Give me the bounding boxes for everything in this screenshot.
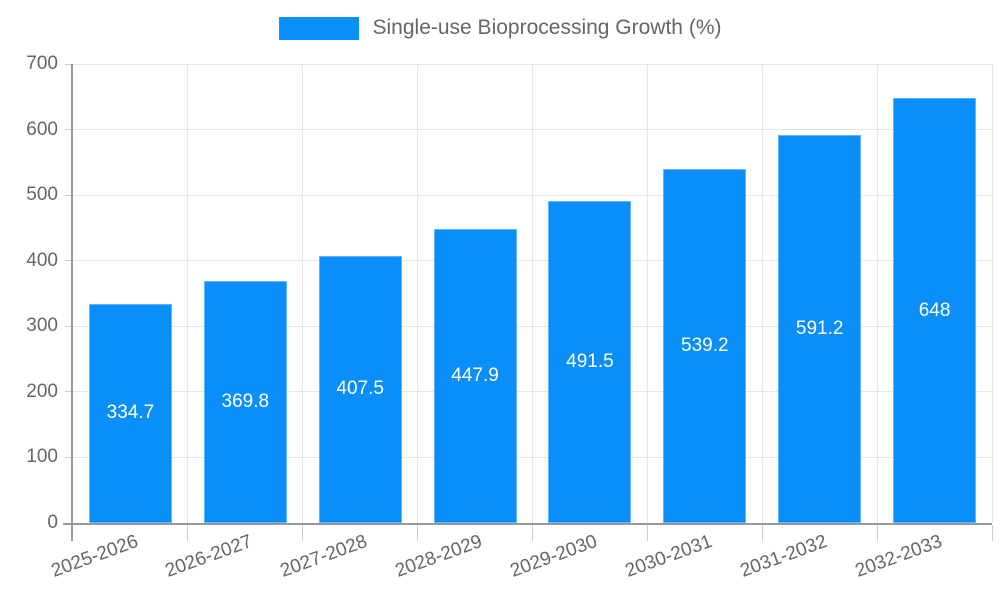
x-tick [302,525,304,541]
bar [318,255,402,523]
x-tick [646,525,648,541]
bar [433,229,517,523]
y-tick-label: 0 [47,512,58,533]
x-gridline [761,64,763,523]
x-gridline [991,64,993,523]
bar-value-label: 407.5 [336,378,384,400]
x-tick-label-text: 2026-2027 [162,531,256,582]
y-tick-label: 500 [26,184,58,206]
bar-value-label: 648 [918,299,951,321]
bar-value-label: 334.7 [106,402,155,424]
legend-label[interactable]: Single-use Bioprocessing Growth (%) [372,16,722,39]
x-axis-line [63,523,992,525]
x-tick [876,525,878,541]
x-tick-label-text: 2028-2029 [392,531,486,582]
y-tick [65,456,73,458]
y-tick [65,391,73,393]
bar [893,98,977,523]
x-gridline [876,64,878,523]
bar-value-label: 491.5 [566,350,614,372]
y-tick [65,194,73,196]
y-tick-label: 700 [26,53,58,74]
x-tick-label-text: 2029-2030 [507,531,601,582]
x-gridline [417,64,419,523]
x-gridline [302,64,304,523]
bar [548,200,632,523]
y-tick-label: 400 [26,249,58,271]
y-tick-label: 600 [26,118,58,140]
x-tick-label-text: 2030-2031 [622,531,715,582]
y-tick-label: 300 [26,315,58,337]
x-tick-label-text: 2025-2026 [48,531,141,582]
bar-value-label: 369.8 [221,390,270,412]
y-tick-label: 100 [26,446,58,468]
x-tick [532,525,533,541]
legend-swatch[interactable] [278,16,359,40]
x-tick-label-text: 2032-2033 [852,531,945,582]
chart-legend[interactable]: Single-use Bioprocessing Growth (%) [0,16,1000,40]
x-tick-label-text: 2031-2032 [737,531,830,582]
x-gridline [187,64,189,523]
y-axis-line [71,64,73,541]
x-tick [187,525,189,541]
bar-value-label: 591.2 [795,318,844,340]
bar [88,303,172,523]
bar [663,169,747,523]
bar-value-label: 539.2 [681,335,729,357]
x-gridline [532,64,533,523]
x-tick [417,525,419,541]
bar-value-label: 447.9 [451,365,499,387]
y-tick [65,129,73,131]
bar [778,135,862,523]
y-tick [65,260,73,262]
bar [203,280,287,523]
x-tick-label-text: 2027-2028 [277,531,371,582]
y-tick-label: 200 [26,380,58,402]
y-tick [65,63,73,65]
y-tick [65,325,73,327]
x-tick [761,525,763,541]
x-gridline [646,64,648,523]
x-tick [991,525,993,541]
